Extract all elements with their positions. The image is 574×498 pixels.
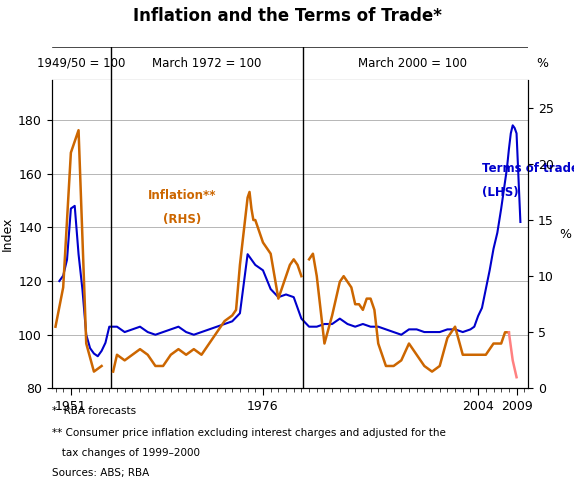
Text: Sources: ABS; RBA: Sources: ABS; RBA [52, 468, 149, 478]
Text: Terms of trade: Terms of trade [482, 162, 574, 175]
Text: March 1972 = 100: March 1972 = 100 [152, 57, 262, 70]
Text: (RHS): (RHS) [163, 213, 201, 226]
Text: (LHS): (LHS) [482, 186, 518, 199]
Text: %: % [536, 57, 548, 70]
Text: March 2000 = 100: March 2000 = 100 [358, 57, 467, 70]
Text: *  RBA forecasts: * RBA forecasts [52, 406, 136, 416]
Text: Inflation and the Terms of Trade*: Inflation and the Terms of Trade* [133, 7, 441, 25]
Text: Inflation**: Inflation** [148, 189, 216, 202]
Y-axis label: %: % [559, 228, 571, 241]
Text: 1949/50 = 100: 1949/50 = 100 [37, 57, 126, 70]
Y-axis label: Index: Index [1, 217, 14, 251]
Text: ** Consumer price inflation excluding interest charges and adjusted for the: ** Consumer price inflation excluding in… [52, 428, 445, 438]
Text: tax changes of 1999–2000: tax changes of 1999–2000 [52, 448, 200, 458]
